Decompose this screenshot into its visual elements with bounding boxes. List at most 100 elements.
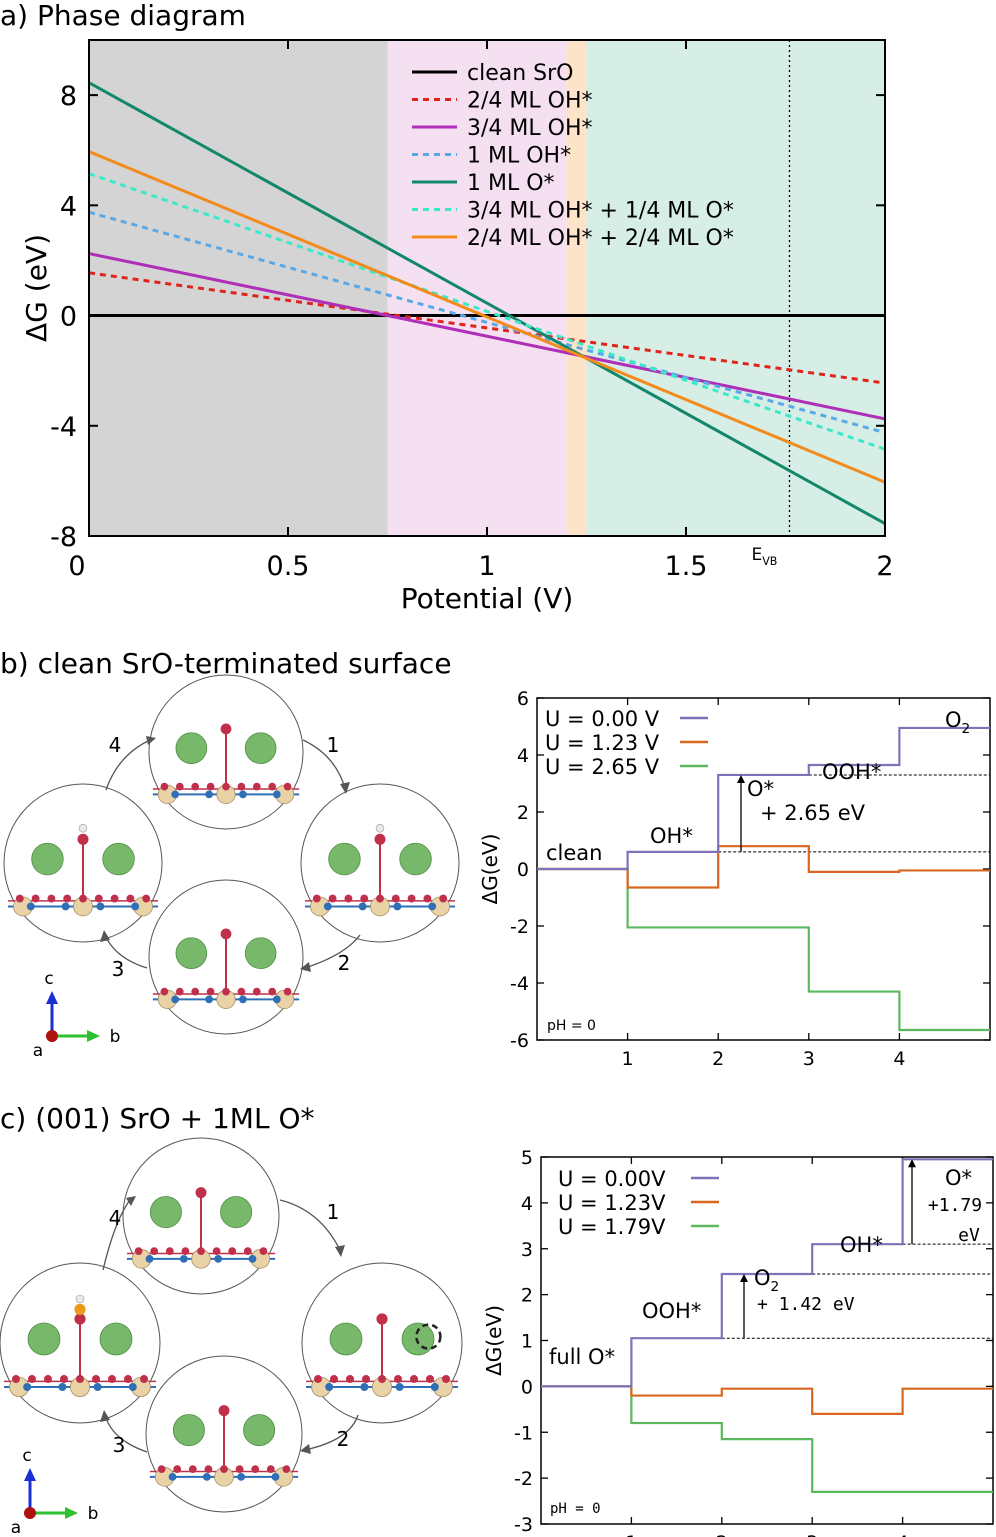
h-atom	[78, 823, 88, 833]
ytick-label: -8	[50, 522, 77, 553]
arrow-head	[737, 774, 745, 783]
o-atom	[12, 1375, 20, 1383]
structure-snapshot	[300, 783, 460, 943]
structure-cycle-b: 1 2 3 4 c a b	[3, 674, 460, 1061]
cycle-step-number: 2	[338, 951, 351, 975]
o-atom	[188, 1465, 197, 1473]
cycle-arrow-head	[300, 962, 311, 972]
o-atom	[330, 1375, 338, 1383]
o-atom	[165, 1247, 174, 1255]
series-group	[89, 81, 885, 525]
ytick-label: 0	[521, 1376, 533, 1398]
o-atom	[60, 1375, 68, 1383]
step-series-1	[537, 845, 990, 889]
ti-atom	[131, 902, 140, 911]
xtick-label: 3	[803, 1048, 815, 1070]
step-label: O*	[747, 777, 774, 801]
o-atom	[47, 894, 56, 903]
o-atom	[126, 894, 135, 903]
o-atom	[268, 782, 277, 791]
panel-b-title: b) clean SrO-terminated surface	[0, 647, 452, 680]
green-atom	[31, 842, 64, 876]
a-axis-label: a	[33, 1041, 43, 1061]
xtick-label: 4	[897, 1532, 909, 1537]
region-teal	[586, 40, 885, 536]
ytick-label: 0	[60, 302, 77, 333]
green-atom	[220, 1196, 253, 1229]
o-atom	[391, 894, 400, 903]
o-atom	[142, 894, 151, 903]
ti-atom	[325, 1383, 334, 1391]
ytick-label: 8	[60, 81, 77, 112]
adsorbate-o-atom	[220, 928, 232, 940]
o-atom	[150, 1247, 159, 1255]
ti-atom	[202, 1473, 211, 1481]
xtick-label: 0	[68, 551, 85, 582]
o-atom	[283, 987, 292, 996]
step-series-0	[541, 1158, 993, 1388]
o-atom	[191, 782, 200, 791]
o-atom	[259, 1247, 268, 1255]
c-axis-label: c	[22, 1446, 31, 1466]
o-atom	[160, 987, 169, 996]
cycle-step-number: 2	[337, 1427, 350, 1451]
o-atom	[252, 782, 261, 791]
xtick-label: 3	[806, 1532, 818, 1537]
phase-diagram-chart: EVB -8 -4 0 4 8 0 0.5 1 1.5 2 Potential (V) ΔG (eV) c…	[20, 39, 894, 615]
free-energy-chart-b: -6 -4 -2 0 2 4 6 1 2 3 4 ΔG(eV) U = 0.00 VU = 1.23 V…	[478, 688, 991, 1070]
o-atom	[175, 782, 184, 791]
series-line-3	[89, 210, 885, 435]
legend-label: 3/4 ML OH*	[467, 116, 593, 141]
o-atom	[410, 1375, 418, 1383]
adsorbate-o-atom	[195, 1187, 207, 1199]
adsorbate-o-atom	[74, 1313, 86, 1325]
o-atom	[423, 894, 432, 903]
cycle-step-number: 1	[327, 1200, 340, 1224]
ytick-label: -2	[514, 1468, 533, 1490]
o-atom	[266, 1465, 275, 1473]
plot-frame	[540, 1156, 994, 1525]
ti-atom	[395, 1383, 404, 1391]
o-atom	[92, 1375, 100, 1383]
b-axis-label: b	[88, 1504, 99, 1524]
cycle-arrow-head	[126, 1196, 136, 1206]
series-line-4	[89, 81, 885, 525]
highlight-circle	[415, 1323, 442, 1350]
o-atom	[394, 1375, 402, 1383]
ti-atom	[145, 1255, 154, 1263]
green-atom	[243, 1414, 276, 1447]
region-peach	[566, 40, 587, 536]
ti-atom	[205, 995, 213, 1004]
o-atom	[268, 987, 277, 996]
cycle-arrow	[104, 1414, 148, 1453]
legend-label: 1 ML OH*	[467, 144, 571, 169]
o-atom	[251, 1465, 260, 1473]
step-label: OH*	[840, 1233, 883, 1257]
ti-atom	[61, 902, 70, 911]
a-axis-dot	[46, 1030, 58, 1042]
adsorbate-o-atom	[218, 1405, 230, 1417]
o-atom	[237, 782, 246, 791]
series-line-5	[89, 172, 885, 451]
arrow-head	[908, 1159, 916, 1168]
o-atom	[442, 1375, 450, 1383]
ti-atom	[239, 995, 247, 1004]
adsorbate-o-atom	[374, 833, 386, 845]
green-atom	[172, 1414, 205, 1447]
legend-label: U = 1.79V	[558, 1215, 666, 1239]
step-label: OOH*	[822, 760, 881, 784]
y-axis-label: ΔG(eV)	[482, 1305, 506, 1376]
ti-atom	[168, 1473, 177, 1481]
ytick-label: 3	[521, 1239, 533, 1261]
o-atom	[344, 894, 353, 903]
legend-label: 2/4 ML OH*	[467, 89, 593, 114]
o-atom	[439, 894, 448, 903]
cycle-arrow-head	[146, 736, 156, 745]
ti-atom	[96, 902, 105, 911]
step-series-0	[537, 726, 990, 871]
ti-atom	[214, 1255, 223, 1263]
ti-atom	[171, 995, 180, 1004]
o-atom	[360, 894, 369, 903]
y-axis-label: ΔG (eV)	[20, 234, 53, 342]
